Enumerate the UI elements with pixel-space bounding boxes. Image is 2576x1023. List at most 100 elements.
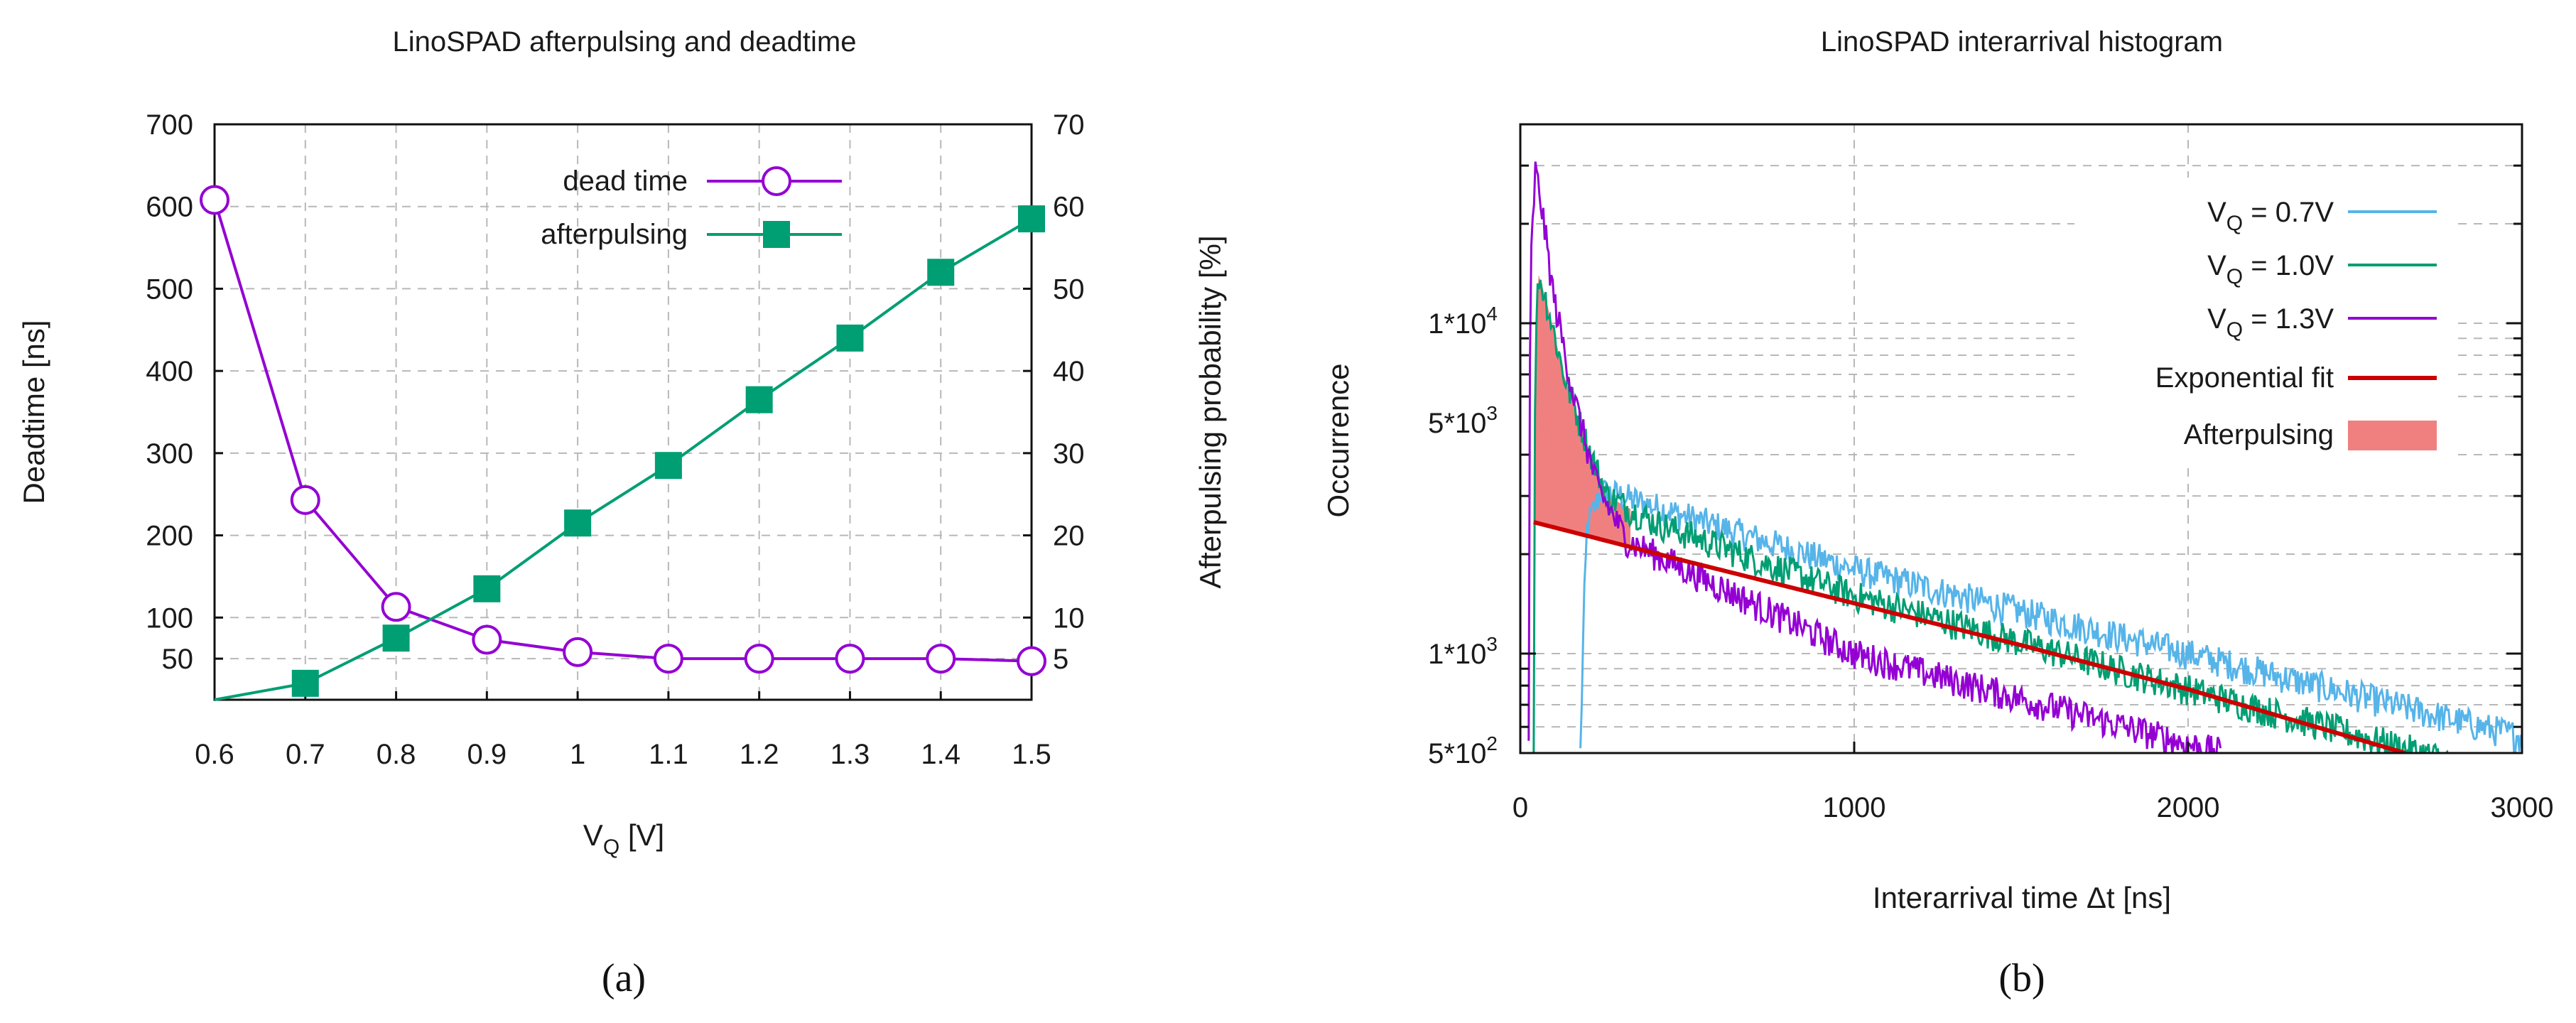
legend-sub-2: Q — [2226, 318, 2243, 342]
caption-a: (a) — [602, 956, 646, 1000]
y-tick-exponent: 3 — [1486, 633, 1498, 655]
y-tick-exponent: 2 — [1486, 732, 1498, 754]
y-right-tick-label: 5 — [1053, 644, 1068, 675]
series-dead-time-line — [213, 199, 1032, 663]
caption-b: (b) — [1998, 956, 2045, 1000]
x-tick-label: 0.6 — [195, 739, 234, 770]
y-right-tick-label: 50 — [1053, 274, 1085, 305]
chart-b: LinoSPAD interarrival histogram 0 1000 200… — [1321, 26, 2553, 914]
data-point-dead-time — [200, 185, 229, 215]
y-left-tick-label: 50 — [162, 644, 194, 675]
chart-a-x-ticks: 0.6 0.7 0.8 0.9 1 1.1 1.2 1.3 1.4 1.5 — [195, 691, 1051, 770]
x-tick-label: 0 — [1512, 792, 1528, 823]
data-point-dead-time — [653, 644, 683, 674]
y-left-tick-label: 500 — [146, 274, 193, 305]
y-right-tick-label: 20 — [1053, 521, 1085, 552]
data-point-dead-time — [472, 624, 502, 655]
x-tick-label: 0.8 — [377, 739, 416, 770]
y-tick-label: 1*104 — [1428, 303, 1498, 340]
chart-a-title: LinoSPAD afterpulsing and deadtime — [392, 26, 856, 58]
series-vq-1-0 — [1532, 279, 2449, 753]
y-left-tick-label: 700 — [146, 109, 193, 141]
data-point-afterpulsing — [564, 509, 592, 537]
chart-a: LinoSPAD afterpulsing and deadtime 0.6 0.… — [17, 26, 1227, 859]
y-tick-label: 5*103 — [1428, 402, 1498, 439]
y-left-tick-label: 600 — [146, 192, 193, 223]
legend-label-afterpulsing-region: Afterpulsing — [2184, 419, 2334, 450]
legend-background — [2074, 178, 2458, 465]
legend-label-afterpulsing: afterpulsing — [541, 219, 688, 250]
legend-rest-0: = 0.7V — [2243, 197, 2334, 228]
y-tick-exponent: 3 — [1486, 402, 1498, 424]
chart-b-frame — [1519, 123, 2523, 754]
chart-b-y-label: Occurrence — [1321, 363, 1355, 517]
series-vq-0-7 — [1579, 479, 2522, 753]
chart-b-y-ticks: 5*102 1*103 5*103 1*104 — [1428, 164, 2522, 769]
data-point-dead-time — [1017, 646, 1046, 676]
chart-b-x-ticks: 0 1000 2000 3000 — [1512, 742, 2553, 823]
chart-b-series — [1527, 161, 2522, 753]
data-point-dead-time — [744, 644, 774, 674]
legend-rest-1: = 1.0V — [2243, 250, 2334, 281]
afterpulsing-area — [1533, 275, 1631, 547]
series-vq-1-3 — [1527, 161, 2222, 753]
data-point-dead-time — [381, 592, 411, 622]
data-point-dead-time — [926, 644, 956, 674]
chart-b-x-label: Interarrival time Δt [ns] — [1873, 881, 2171, 914]
data-point-afterpulsing — [927, 259, 955, 286]
chart-b-title: LinoSPAD interarrival histogram — [1821, 26, 2223, 58]
x-tick-label: 2000 — [2157, 792, 2220, 823]
chart-a-y-right-label: Afterpulsing probability [%] — [1194, 235, 1227, 588]
y-right-tick-label: 10 — [1053, 602, 1085, 634]
chart-b-legend: VQ = 0.7V VQ = 1.0V VQ = 1.3V Exponentia… — [2074, 178, 2458, 465]
chart-a-y-right-ticks: 5 10 20 30 40 50 60 70 — [1023, 109, 1085, 675]
x-tick-label: 0.9 — [467, 739, 507, 770]
data-point-afterpulsing — [1018, 205, 1045, 233]
y-left-tick-label: 100 — [146, 602, 193, 634]
data-point-afterpulsing — [745, 386, 773, 413]
legend-label-exponential-fit: Exponential fit — [2155, 362, 2334, 394]
chart-a-x-label: VQ [V] — [583, 818, 664, 859]
legend-rest-2: = 1.3V — [2243, 303, 2334, 335]
y-left-tick-label: 400 — [146, 356, 193, 387]
y-right-tick-label: 60 — [1053, 192, 1085, 223]
series-afterpulsing-line — [214, 217, 1033, 701]
legend-marker-dead-time — [762, 166, 791, 196]
chart-a-frame — [213, 123, 1033, 701]
y-right-tick-label: 70 — [1053, 109, 1085, 141]
legend-label-dead-time: dead time — [563, 166, 688, 197]
data-point-afterpulsing — [654, 452, 682, 480]
x-tick-label: 1.3 — [830, 739, 870, 770]
x-tick-label: 1 — [570, 739, 585, 770]
y-tick-label: 5*102 — [1428, 732, 1498, 769]
y-right-tick-label: 40 — [1053, 356, 1085, 387]
series-exponential-fit — [1533, 520, 2406, 753]
x-tick-label: 1.4 — [921, 739, 960, 770]
x-tick-label: 1.1 — [649, 739, 688, 770]
y-right-tick-label: 30 — [1053, 438, 1085, 470]
legend-sub-1: Q — [2226, 265, 2243, 288]
x-tick-label: 0.7 — [286, 739, 325, 770]
chart-a-y-left-ticks: 50 100 200 300 400 500 600 700 — [146, 109, 223, 675]
x-tick-label: 1.2 — [740, 739, 779, 770]
data-point-afterpulsing — [836, 324, 864, 352]
legend-swatch-afterpulsing-region — [2348, 421, 2437, 450]
data-point-afterpulsing — [291, 669, 319, 697]
chart-a-legend: dead time afterpulsing — [541, 166, 842, 250]
data-point-dead-time — [835, 644, 865, 674]
data-point-afterpulsing — [382, 624, 410, 652]
y-tick-exponent: 4 — [1486, 303, 1498, 325]
legend-sub-0: Q — [2226, 212, 2243, 235]
x-tick-label: 1000 — [1823, 792, 1886, 823]
data-point-dead-time — [290, 485, 320, 515]
x-tick-label: 1.5 — [1012, 739, 1051, 770]
chart-a-grid — [215, 124, 1032, 700]
y-tick-label: 1*103 — [1428, 633, 1498, 670]
legend-marker-afterpulsing — [763, 221, 790, 248]
y-left-tick-label: 300 — [146, 438, 193, 470]
y-left-tick-label: 200 — [146, 521, 193, 552]
chart-a-y-left-label: Deadtime [ns] — [17, 320, 50, 504]
data-point-afterpulsing — [473, 575, 501, 602]
chart-a-series — [200, 185, 1046, 701]
